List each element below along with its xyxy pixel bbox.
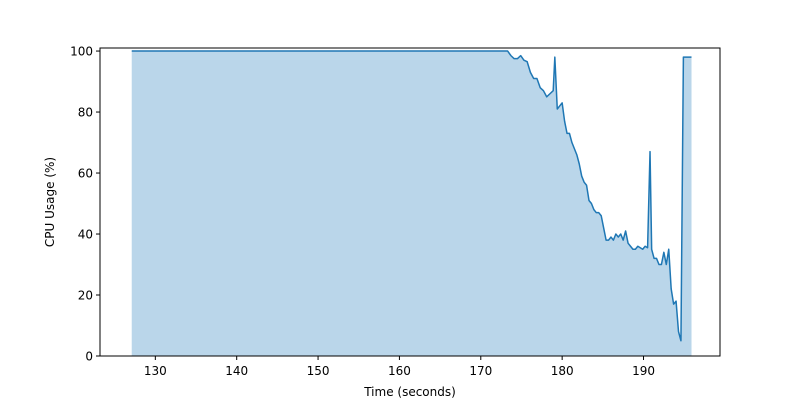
y-axis-label: CPU Usage (%)	[43, 157, 57, 247]
plot-area	[99, 47, 721, 357]
y-axis-ticks: 0 20 40 60 80 100	[70, 45, 100, 364]
y-tick-label: 80	[78, 106, 93, 120]
y-tick-label: 0	[85, 350, 93, 364]
x-tick-label: 130	[144, 364, 167, 378]
y-tick-label: 100	[70, 45, 93, 59]
y-tick-label: 40	[78, 228, 93, 242]
x-tick-label: 150	[307, 364, 330, 378]
x-axis-label: Time (seconds)	[363, 385, 456, 399]
x-tick-label: 180	[551, 364, 574, 378]
x-axis-ticks: 130 140 150 160 170 180 190	[144, 356, 655, 378]
plot-frame	[99, 47, 721, 357]
area-fill	[131, 51, 692, 357]
x-tick-label: 140	[225, 364, 248, 378]
x-tick-label: 190	[632, 364, 655, 378]
y-tick-label: 60	[78, 167, 93, 181]
series-line	[131, 50, 692, 342]
x-tick-label: 160	[388, 364, 411, 378]
x-tick-label: 170	[469, 364, 492, 378]
y-tick-label: 20	[78, 289, 93, 303]
